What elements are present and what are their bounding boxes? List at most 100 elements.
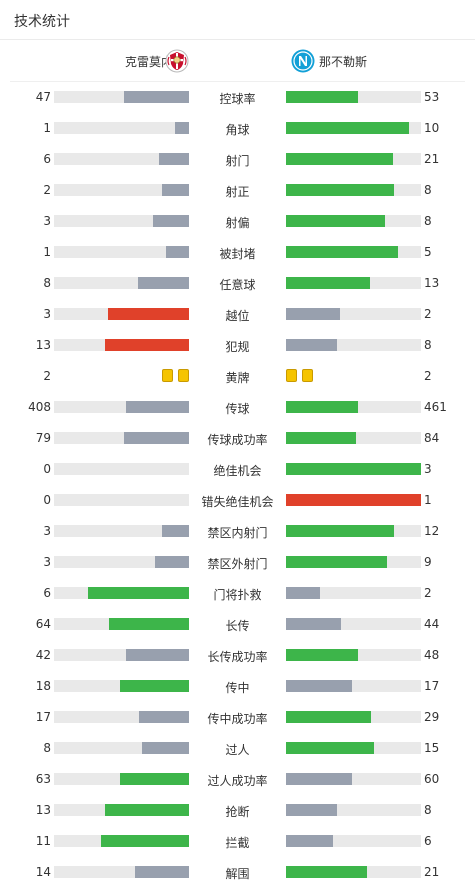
stat-label: 过人 — [225, 743, 250, 757]
stat-label: 黄牌 — [225, 371, 250, 385]
stat-row: 18 传中 17 — [0, 671, 475, 702]
away-bar-fill — [286, 866, 367, 878]
header: 技术统计 — [0, 0, 475, 40]
stat-row: 14 解围 21 — [0, 857, 475, 888]
away-bar-track — [286, 742, 421, 754]
home-bar-fill — [108, 308, 189, 320]
away-bar-fill — [286, 463, 421, 475]
away-value: 9 — [424, 555, 432, 569]
home-bar-track — [54, 804, 189, 816]
stat-row: 3 禁区内射门 12 — [0, 516, 475, 547]
home-bar-fill — [124, 91, 189, 103]
home-bar-fill — [120, 773, 189, 785]
away-bar-track — [286, 835, 421, 847]
away-bar-fill — [286, 246, 398, 258]
home-bar-fill — [162, 184, 189, 196]
away-value: 21 — [424, 865, 440, 879]
home-bar-fill — [124, 432, 189, 444]
away-value: 53 — [424, 90, 440, 104]
home-value: 3 — [43, 307, 51, 321]
away-value: 8 — [424, 803, 432, 817]
away-value: 13 — [424, 276, 440, 290]
home-bar-track — [54, 339, 189, 351]
away-value: 84 — [424, 431, 440, 445]
home-bar-track — [54, 308, 189, 320]
away-bar-fill — [286, 618, 341, 630]
home-yellow-cards — [157, 369, 189, 382]
yellow-card-icon — [286, 369, 297, 382]
home-bar-fill — [109, 618, 189, 630]
away-bar-track — [286, 308, 421, 320]
stat-row: 6 射门 21 — [0, 144, 475, 175]
home-bar-track — [54, 525, 189, 537]
home-bar-fill — [175, 122, 189, 134]
stat-row: 2 射正 8 — [0, 175, 475, 206]
home-bar-fill — [88, 587, 189, 599]
stat-label: 犯规 — [225, 340, 250, 354]
away-value: 3 — [424, 462, 432, 476]
home-bar-track — [54, 773, 189, 785]
away-value: 2 — [424, 369, 432, 383]
home-value: 3 — [43, 555, 51, 569]
away-value: 6 — [424, 834, 432, 848]
away-value: 8 — [424, 183, 432, 197]
home-value: 6 — [43, 586, 51, 600]
away-value: 48 — [424, 648, 440, 662]
divider — [10, 81, 465, 82]
team-header: 克雷莫内塞 那不勒斯 — [0, 41, 475, 82]
away-value: 5 — [424, 245, 432, 259]
away-bar-fill — [286, 556, 387, 568]
home-bar-track — [54, 680, 189, 692]
stat-label: 角球 — [225, 123, 250, 137]
away-value: 10 — [424, 121, 440, 135]
home-bar-track — [54, 494, 189, 506]
away-bar-fill — [286, 122, 409, 134]
stat-label: 长传成功率 — [207, 650, 268, 664]
away-bar-track — [286, 432, 421, 444]
away-bar-fill — [286, 91, 358, 103]
away-value: 17 — [424, 679, 440, 693]
home-bar-track — [54, 556, 189, 568]
stat-label: 过人成功率 — [207, 774, 268, 788]
away-bar-track — [286, 649, 421, 661]
home-value: 13 — [35, 338, 51, 352]
stat-label: 传球成功率 — [207, 433, 268, 447]
away-bar-track — [286, 804, 421, 816]
away-bar-track — [286, 866, 421, 878]
stat-label: 绝佳机会 — [213, 464, 262, 478]
home-value: 3 — [43, 214, 51, 228]
stat-label: 控球率 — [219, 92, 256, 106]
home-value: 11 — [35, 834, 51, 848]
home-bar-fill — [139, 711, 189, 723]
away-bar-fill — [286, 773, 352, 785]
home-value: 18 — [35, 679, 51, 693]
away-value: 8 — [424, 338, 432, 352]
stat-label: 抢断 — [225, 805, 250, 819]
home-bar-fill — [105, 804, 189, 816]
stat-row: 64 长传 44 — [0, 609, 475, 640]
stat-label: 拦截 — [225, 836, 250, 850]
stat-label: 射门 — [225, 154, 250, 168]
stat-row: 11 拦截 6 — [0, 826, 475, 857]
cremonese-crest-icon — [165, 49, 189, 73]
away-bar-fill — [286, 184, 394, 196]
napoli-crest-icon — [291, 49, 315, 73]
stat-row: 3 射偏 8 — [0, 206, 475, 237]
away-bar-track — [286, 556, 421, 568]
home-bar-track — [54, 618, 189, 630]
away-value: 2 — [424, 307, 432, 321]
yellow-card-icon — [302, 369, 313, 382]
stat-row: 42 长传成功率 48 — [0, 640, 475, 671]
stat-row: 1 被封堵 5 — [0, 237, 475, 268]
home-bar-fill — [120, 680, 189, 692]
stat-label: 错失绝佳机会 — [201, 495, 274, 509]
home-value: 6 — [43, 152, 51, 166]
home-bar-fill — [155, 556, 189, 568]
stat-label: 任意球 — [219, 278, 256, 292]
away-value: 21 — [424, 152, 440, 166]
home-bar-fill — [101, 835, 189, 847]
stat-row: 79 传球成功率 84 — [0, 423, 475, 454]
away-bar-track — [286, 618, 421, 630]
away-bar-fill — [286, 401, 358, 413]
home-bar-fill — [126, 649, 189, 661]
